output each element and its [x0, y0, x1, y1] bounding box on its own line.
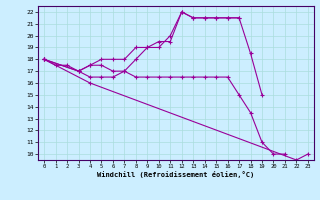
- X-axis label: Windchill (Refroidissement éolien,°C): Windchill (Refroidissement éolien,°C): [97, 171, 255, 178]
